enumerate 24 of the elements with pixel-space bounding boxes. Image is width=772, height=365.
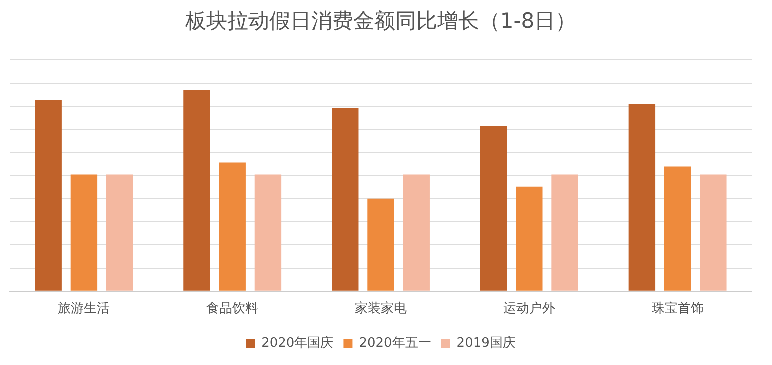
bar (628, 104, 656, 291)
bar (664, 166, 692, 291)
x-tick-label: 珠宝首饰 (652, 300, 704, 317)
bar (552, 174, 578, 291)
bar (219, 162, 246, 291)
bar (368, 198, 394, 291)
bar (403, 174, 430, 291)
legend-label: 2019国庆 (456, 336, 516, 351)
bar (35, 100, 62, 291)
x-tick-label: 运动户外 (503, 302, 556, 317)
bar (70, 174, 98, 291)
x-tick-label: 旅游生活 (58, 302, 110, 317)
bar (106, 174, 134, 291)
bar (332, 108, 359, 291)
legend-label: 2020年国庆 (262, 336, 334, 351)
x-tick-label: 家装家电 (355, 300, 407, 317)
bar (184, 90, 210, 291)
bar (700, 174, 727, 291)
bar (516, 186, 543, 291)
bar (254, 174, 282, 291)
chart-title: 板块拉动假日消费金额同比增长（1-8日） (184, 9, 577, 34)
bar (480, 126, 508, 291)
x-tick-label: 食品饮料 (206, 302, 259, 317)
legend-label: 2020年五一 (359, 336, 432, 351)
